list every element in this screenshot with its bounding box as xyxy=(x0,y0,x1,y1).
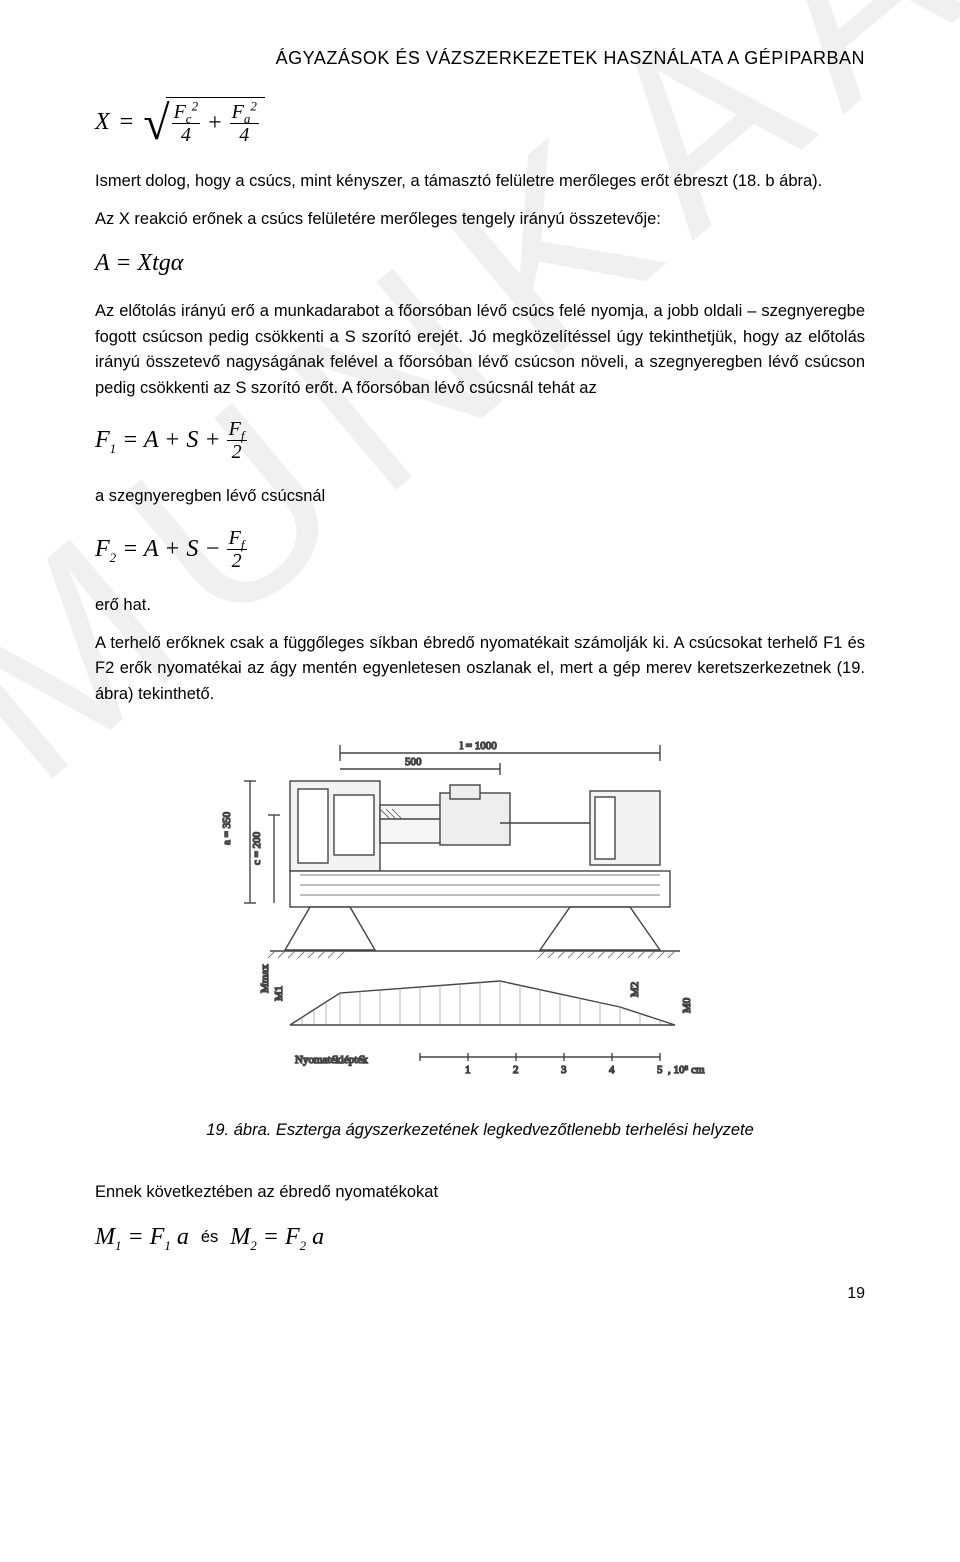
scale-tick-3: 3 xyxy=(561,1064,567,1076)
paragraph-1: Ismert dolog, hogy a csúcs, mint kénysze… xyxy=(95,169,865,195)
f3-lhs-sub: 1 xyxy=(110,441,117,456)
lathe-diagram-svg: l = 1000 500 a = 350 c = 200 xyxy=(190,735,770,1095)
f5-p1-lhs-sub: 1 xyxy=(115,1238,122,1253)
figure-19: l = 1000 500 a = 350 c = 200 xyxy=(190,735,770,1095)
sqrt-expression: √ Fc2 4 + Fa2 4 xyxy=(143,97,265,147)
paragraph-4: a szegnyeregben lévő csúcsnál xyxy=(95,484,865,510)
paragraph-5: erő hat. xyxy=(95,593,865,619)
scale-label: Nyomatéklépték xyxy=(295,1054,368,1066)
page-number: 19 xyxy=(847,1285,865,1303)
frac2-num-base: F xyxy=(232,101,244,123)
f5-p2-rhs: = F xyxy=(263,1224,300,1250)
f5-p1-lhs: M xyxy=(95,1224,115,1250)
f5-p2-var: a xyxy=(312,1224,324,1251)
f5-p2-lhs-sub: 2 xyxy=(250,1238,257,1253)
dim-l-label: l = 1000 xyxy=(460,740,497,752)
f4-lhs: F xyxy=(95,536,110,562)
f3-frac-den: 2 xyxy=(227,441,247,462)
f5-p2-rhs-sub: 2 xyxy=(300,1238,307,1253)
f5-p1-var: a xyxy=(177,1224,189,1251)
frac-fa: Fa2 4 xyxy=(230,102,259,145)
f4-frac-num: F xyxy=(229,527,241,549)
formula-f1: F1 = A + S + Ff 2 xyxy=(95,419,865,462)
formula-m1-m2: M1 = F1 a és M2 = F2 a xyxy=(95,1224,865,1251)
scale-tick-4: 4 xyxy=(609,1064,615,1076)
f4-rhs: = A + S − xyxy=(122,536,220,563)
f5-and: és xyxy=(201,1228,218,1247)
f3-rhs: = A + S + xyxy=(122,427,220,454)
label-m2: M2 xyxy=(629,982,641,997)
frac2-num-sup: 2 xyxy=(250,98,257,113)
paragraph-7: Ennek következtében az ébredő nyomatékok… xyxy=(95,1180,865,1206)
f3-frac-num: F xyxy=(229,418,241,440)
plus-sign: + xyxy=(208,110,222,137)
formula2-text: A = Xtgα xyxy=(95,250,183,277)
formula1-lhs: X xyxy=(95,109,110,136)
f4-frac-den: 2 xyxy=(227,550,247,571)
formula-x-sqrt: X = √ Fc2 4 + Fa2 4 xyxy=(95,97,865,147)
figure-caption: 19. ábra. Eszterga ágyszerkezetének legk… xyxy=(95,1121,865,1140)
frac1-den: 4 xyxy=(176,124,196,145)
scale-tick-5: 5 xyxy=(657,1064,663,1076)
formula-a-xtga: A = Xtgα xyxy=(95,250,865,277)
f5-p1-rhs: = F xyxy=(128,1224,165,1250)
label-m1: M1 xyxy=(273,986,285,1001)
f4-lhs-sub: 2 xyxy=(110,550,117,565)
paragraph-6: A terhelő erőknek csak a függőleges síkb… xyxy=(95,631,865,708)
dim-c-label: c = 200 xyxy=(251,832,263,866)
frac1-num-base: F xyxy=(174,101,186,123)
dim-500-label: 500 xyxy=(405,756,422,768)
f5-p1-rhs-sub: 1 xyxy=(164,1238,171,1253)
paragraph-2: Az X reakció erőnek a csúcs felületére m… xyxy=(95,207,865,233)
label-m0: M0 xyxy=(681,997,693,1013)
frac2-den: 4 xyxy=(234,124,254,145)
page-header-title: ÁGYAZÁSOK ÉS VÁZSZERKEZETEK HASZNÁLATA A… xyxy=(95,48,865,69)
f4-frac: Ff 2 xyxy=(227,528,247,571)
frac-fc: Fc2 4 xyxy=(172,102,201,145)
scale-tick-2: 2 xyxy=(513,1064,519,1076)
f3-lhs: F xyxy=(95,427,110,453)
scale-unit: , 10⁵ cm xyxy=(668,1064,705,1076)
equals-sign: = xyxy=(120,109,134,136)
label-mmax: Mmax xyxy=(259,964,271,993)
f3-frac: Ff 2 xyxy=(227,419,247,462)
f5-p2-lhs: M xyxy=(230,1224,250,1250)
scale-tick-1: 1 xyxy=(465,1064,471,1076)
dim-a-label: a = 350 xyxy=(221,812,233,846)
frac1-num-sup: 2 xyxy=(192,98,199,113)
formula-f2: F2 = A + S − Ff 2 xyxy=(95,528,865,571)
paragraph-3: Az előtolás irányú erő a munkadarabot a … xyxy=(95,299,865,401)
